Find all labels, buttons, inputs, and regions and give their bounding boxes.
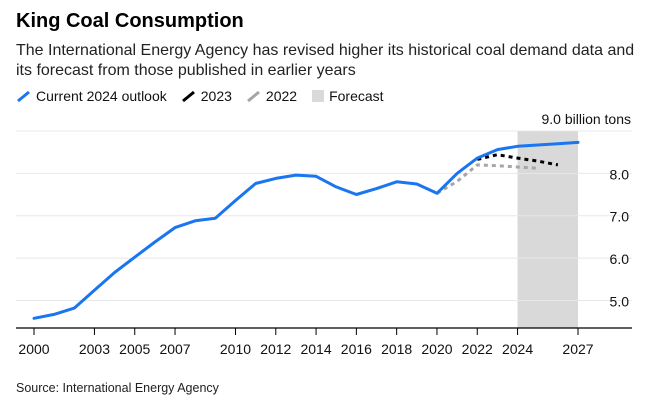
forecast-region [517,131,578,328]
legend-item-current: Current 2024 outlook [16,88,167,104]
legend-swatch-2023-icon [181,90,195,103]
y-tick-label: 6.0 [610,251,630,267]
x-tick-label: 2018 [381,341,412,357]
legend-label-current: Current 2024 outlook [36,88,167,104]
x-tick-label: 2012 [260,341,291,357]
legend-label-2023: 2023 [200,88,232,104]
y-tick-label: 5.0 [610,293,630,309]
x-tick-label: 2014 [300,341,331,357]
x-tick-label: 2010 [220,341,251,357]
x-tick-label: 2024 [502,341,533,357]
series-line-current-2024-outlook [32,140,580,320]
y-tick-label: 9.0 billion tons [541,111,631,127]
series-line-2022 [436,163,538,195]
legend-item-forecast: Forecast [311,88,384,104]
legend-item-2022: 2022 [246,88,297,104]
x-tick-label: 2000 [18,341,49,357]
x-tick-label: 2027 [562,341,593,357]
chart-subtitle: The International Energy Agency has revi… [16,42,635,79]
x-tick-label: 2007 [159,341,190,357]
chart-title: King Coal Consumption [16,10,244,32]
x-tick-label: 2003 [79,341,110,357]
x-tick-label: 2005 [119,341,150,357]
x-tick-label: 2022 [462,341,493,357]
x-tick-label: 2016 [341,341,372,357]
source-note: Source: International Energy Agency [16,381,219,395]
legend-item-2023: 2023 [181,88,232,104]
y-tick-label: 8.0 [610,166,630,182]
legend-label-2022: 2022 [265,88,298,104]
legend-swatch-forecast-icon [312,90,325,102]
x-tick-label: 2020 [421,341,452,357]
y-tick-label: 7.0 [610,209,630,225]
legend-swatch-2022-icon [246,90,260,103]
legend: Current 2024 outlook 2023 2022 Forecast [16,88,398,104]
legend-label-forecast: Forecast [329,88,384,104]
series-line-2023 [476,153,559,167]
legend-swatch-current-icon [17,90,30,103]
